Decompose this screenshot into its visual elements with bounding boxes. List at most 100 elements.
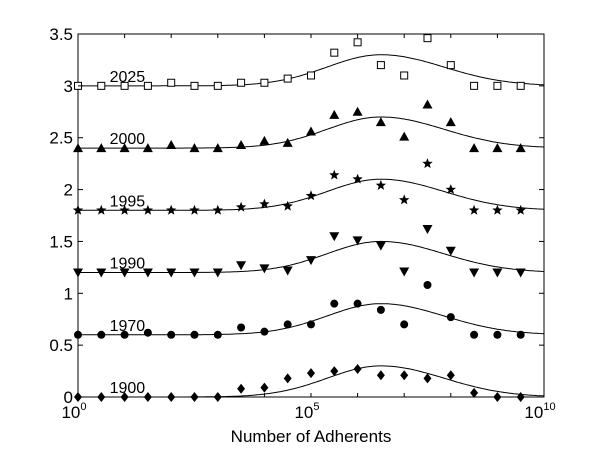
fit-curve-1900 xyxy=(78,365,545,398)
marker-1995 xyxy=(305,190,317,201)
marker-2000 xyxy=(96,143,107,153)
marker-1990 xyxy=(329,232,340,242)
marker-1995 xyxy=(468,204,480,215)
marker-1995 xyxy=(282,200,293,211)
marker-1995 xyxy=(422,158,433,169)
marker-1995 xyxy=(119,204,130,215)
y-tick-label: 3 xyxy=(64,77,73,96)
marker-1995 xyxy=(96,204,107,215)
marker-1990 xyxy=(212,268,223,278)
marker-2025 xyxy=(167,78,176,87)
marker-1900 xyxy=(470,387,479,398)
marker-1995 xyxy=(329,169,340,180)
marker-1995 xyxy=(445,184,456,194)
marker-2000 xyxy=(236,139,247,149)
marker-1900 xyxy=(446,370,455,381)
marker-2000 xyxy=(399,131,410,141)
marker-2025 xyxy=(260,78,269,87)
marker-1990 xyxy=(399,267,410,277)
marker-1990 xyxy=(515,268,526,278)
marker-1970 xyxy=(74,330,82,339)
marker-2000 xyxy=(492,143,503,153)
marker-2000 xyxy=(166,139,177,149)
marker-1970 xyxy=(516,330,525,339)
marker-1995 xyxy=(72,204,84,215)
marker-2000 xyxy=(73,143,83,153)
marker-1970 xyxy=(167,330,176,339)
series-label-1995: 1995 xyxy=(110,193,146,210)
marker-1900 xyxy=(516,392,525,402)
marker-1995 xyxy=(189,204,200,215)
marker-2000 xyxy=(445,117,456,127)
marker-1970 xyxy=(330,299,339,308)
series-label-2000: 2000 xyxy=(110,131,146,148)
marker-2025 xyxy=(283,74,292,83)
marker-1900 xyxy=(376,370,385,381)
series-labels: 1900 1970 1990 1995 2000 2025 xyxy=(110,69,146,397)
marker-1900 xyxy=(143,392,152,402)
marker-1990 xyxy=(166,268,177,278)
marker-2000 xyxy=(306,126,316,136)
marker-2025 xyxy=(516,81,525,90)
marker-1970 xyxy=(213,330,222,339)
marker-1990 xyxy=(469,268,480,278)
marker-1970 xyxy=(237,323,246,332)
marker-1990 xyxy=(352,236,363,246)
marker-2000 xyxy=(212,143,223,153)
marker-2025 xyxy=(493,81,502,90)
marker-1970 xyxy=(493,330,502,339)
marker-1990 xyxy=(73,268,83,278)
marker-2025 xyxy=(353,38,362,47)
marker-1995 xyxy=(352,173,363,184)
marker-2025 xyxy=(120,81,129,90)
y-tick-label: 2.5 xyxy=(49,129,73,148)
marker-1900 xyxy=(237,383,246,394)
marker-1970 xyxy=(190,330,199,339)
marker-1900 xyxy=(353,363,362,374)
marker-1900 xyxy=(190,392,199,402)
marker-2025 xyxy=(143,81,152,90)
marker-1990 xyxy=(306,256,316,266)
marker-2000 xyxy=(352,106,363,116)
x-tick-label: 100 xyxy=(61,401,86,422)
marker-2000 xyxy=(282,137,293,147)
marker-2000 xyxy=(142,143,153,153)
y-tick-label: 1 xyxy=(64,284,73,303)
marker-1995 xyxy=(492,204,503,215)
marker-1995 xyxy=(399,194,410,205)
marker-1990 xyxy=(96,268,107,278)
y-axis: 0 0.5 1 1.5 2 2.5 3 3.5 xyxy=(49,25,544,407)
marker-1990 xyxy=(422,224,433,234)
marker-1900 xyxy=(97,392,106,402)
marker-1990 xyxy=(119,268,130,278)
marker-1900 xyxy=(307,368,315,379)
marker-2025 xyxy=(330,48,339,57)
marker-1995 xyxy=(212,204,223,215)
plot-area xyxy=(77,33,545,398)
marker-1970 xyxy=(260,327,269,336)
y-tick-label: 1.5 xyxy=(49,232,73,251)
y-tick-label: 3.5 xyxy=(49,25,73,44)
marker-1970 xyxy=(400,320,409,329)
marker-2025 xyxy=(97,81,106,90)
marker-1970 xyxy=(470,330,479,339)
marker-2000 xyxy=(259,135,270,145)
marker-1995 xyxy=(142,204,154,215)
series-label-2025: 2025 xyxy=(110,69,146,86)
marker-2025 xyxy=(423,34,432,43)
marker-2025 xyxy=(446,61,455,70)
x-axis-title: Number of Adherents xyxy=(231,427,392,446)
marker-1990 xyxy=(282,266,293,276)
y-tick-label: 0.5 xyxy=(49,336,73,355)
marker-1900 xyxy=(400,370,409,381)
marker-2025 xyxy=(400,71,409,80)
series-label-1990: 1990 xyxy=(110,256,146,273)
marker-1990 xyxy=(142,268,153,278)
marker-2000 xyxy=(515,143,526,153)
y-tick-label: 0 xyxy=(64,388,73,407)
marker-1970 xyxy=(353,299,362,308)
marker-2000 xyxy=(329,109,340,119)
marker-1990 xyxy=(236,261,247,271)
marker-2025 xyxy=(190,81,199,90)
